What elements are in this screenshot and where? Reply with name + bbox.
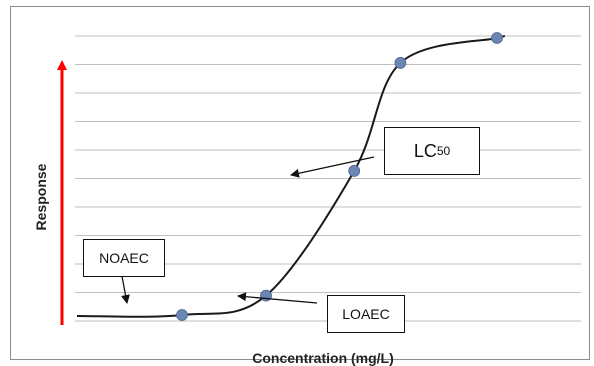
- loaec-arrow: [237, 292, 318, 304]
- loaec-callout: LOAEC: [327, 295, 405, 333]
- y-axis-label: Response: [33, 163, 49, 231]
- loaec-label: LOAEC: [342, 306, 390, 322]
- lc50-label: LC: [413, 140, 437, 161]
- noaec-callout: NOAEC: [83, 239, 165, 277]
- data-points: [176, 32, 503, 321]
- chart-plot: [57, 32, 581, 325]
- data-point: [348, 165, 361, 177]
- data-point: [491, 32, 503, 44]
- lc50-arrow: [290, 156, 375, 178]
- chart-frame: Response Concentration (mg/L) NOAEC LOAE…: [10, 6, 590, 366]
- noaec-label: NOAEC: [99, 250, 149, 266]
- grid-lines: [75, 35, 581, 322]
- data-point: [394, 57, 407, 69]
- lc50-subscript: 50: [436, 144, 451, 158]
- lc50-callout: LC 50: [384, 127, 480, 175]
- data-point: [176, 309, 188, 321]
- x-axis-label: Concentration (mg/L): [252, 350, 394, 366]
